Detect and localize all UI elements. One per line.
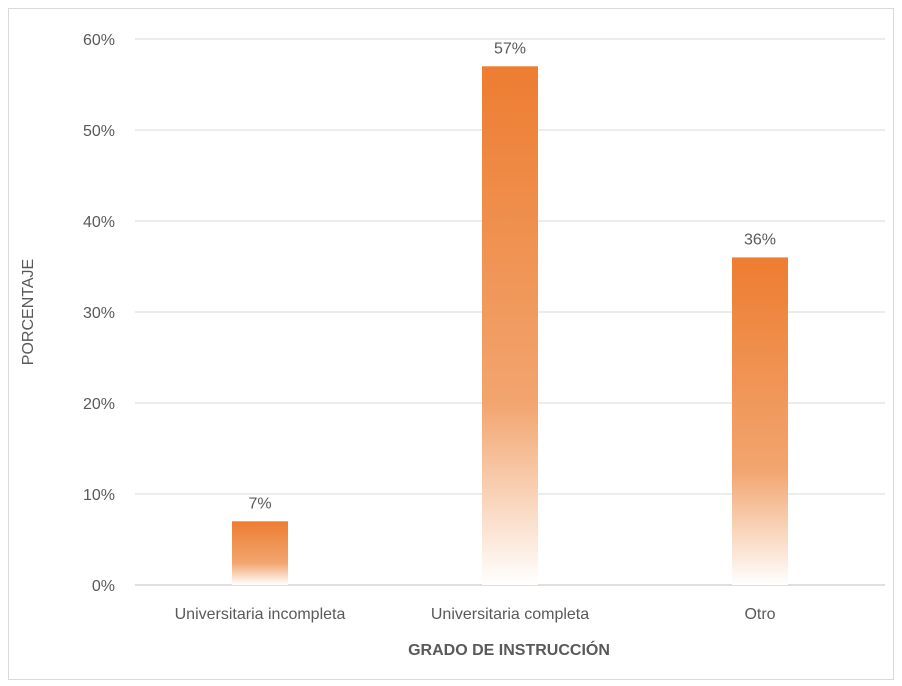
chart-frame: 0% 10% 20% 30% 40% 50% 60% 7% 57% 36% Universita… [8,8,894,680]
data-label: 7% [248,495,271,512]
x-tick-label: Universitaria completa [431,606,589,623]
y-tick-label: 10% [83,487,115,504]
bar [482,66,538,586]
x-axis-title: GRADO DE INSTRUCCIÓN [408,640,610,659]
y-tick-label: 50% [83,123,115,140]
bar [732,257,788,585]
x-tick-label: Otro [744,606,775,623]
y-tick-label: 40% [83,214,115,231]
y-tick-label: 30% [83,305,115,322]
data-labels: 7% 57% 36% [248,40,776,512]
bar-chart: 0% 10% 20% 30% 40% 50% 60% 7% 57% 36% Universita… [20,32,885,659]
y-tick-label: 60% [83,32,115,49]
y-tick-label: 20% [83,396,115,413]
y-tick-label: 0% [92,578,115,595]
x-tick-label: Universitaria incompleta [175,606,346,623]
y-tick-labels: 0% 10% 20% 30% 40% 50% 60% [83,32,115,595]
data-label: 36% [744,231,776,248]
data-label: 57% [494,40,526,57]
y-axis-title: PORCENTAJE [20,259,37,365]
bars [232,66,788,586]
bar [232,521,288,585]
x-tick-labels: Universitaria incompleta Universitaria co… [175,606,776,623]
